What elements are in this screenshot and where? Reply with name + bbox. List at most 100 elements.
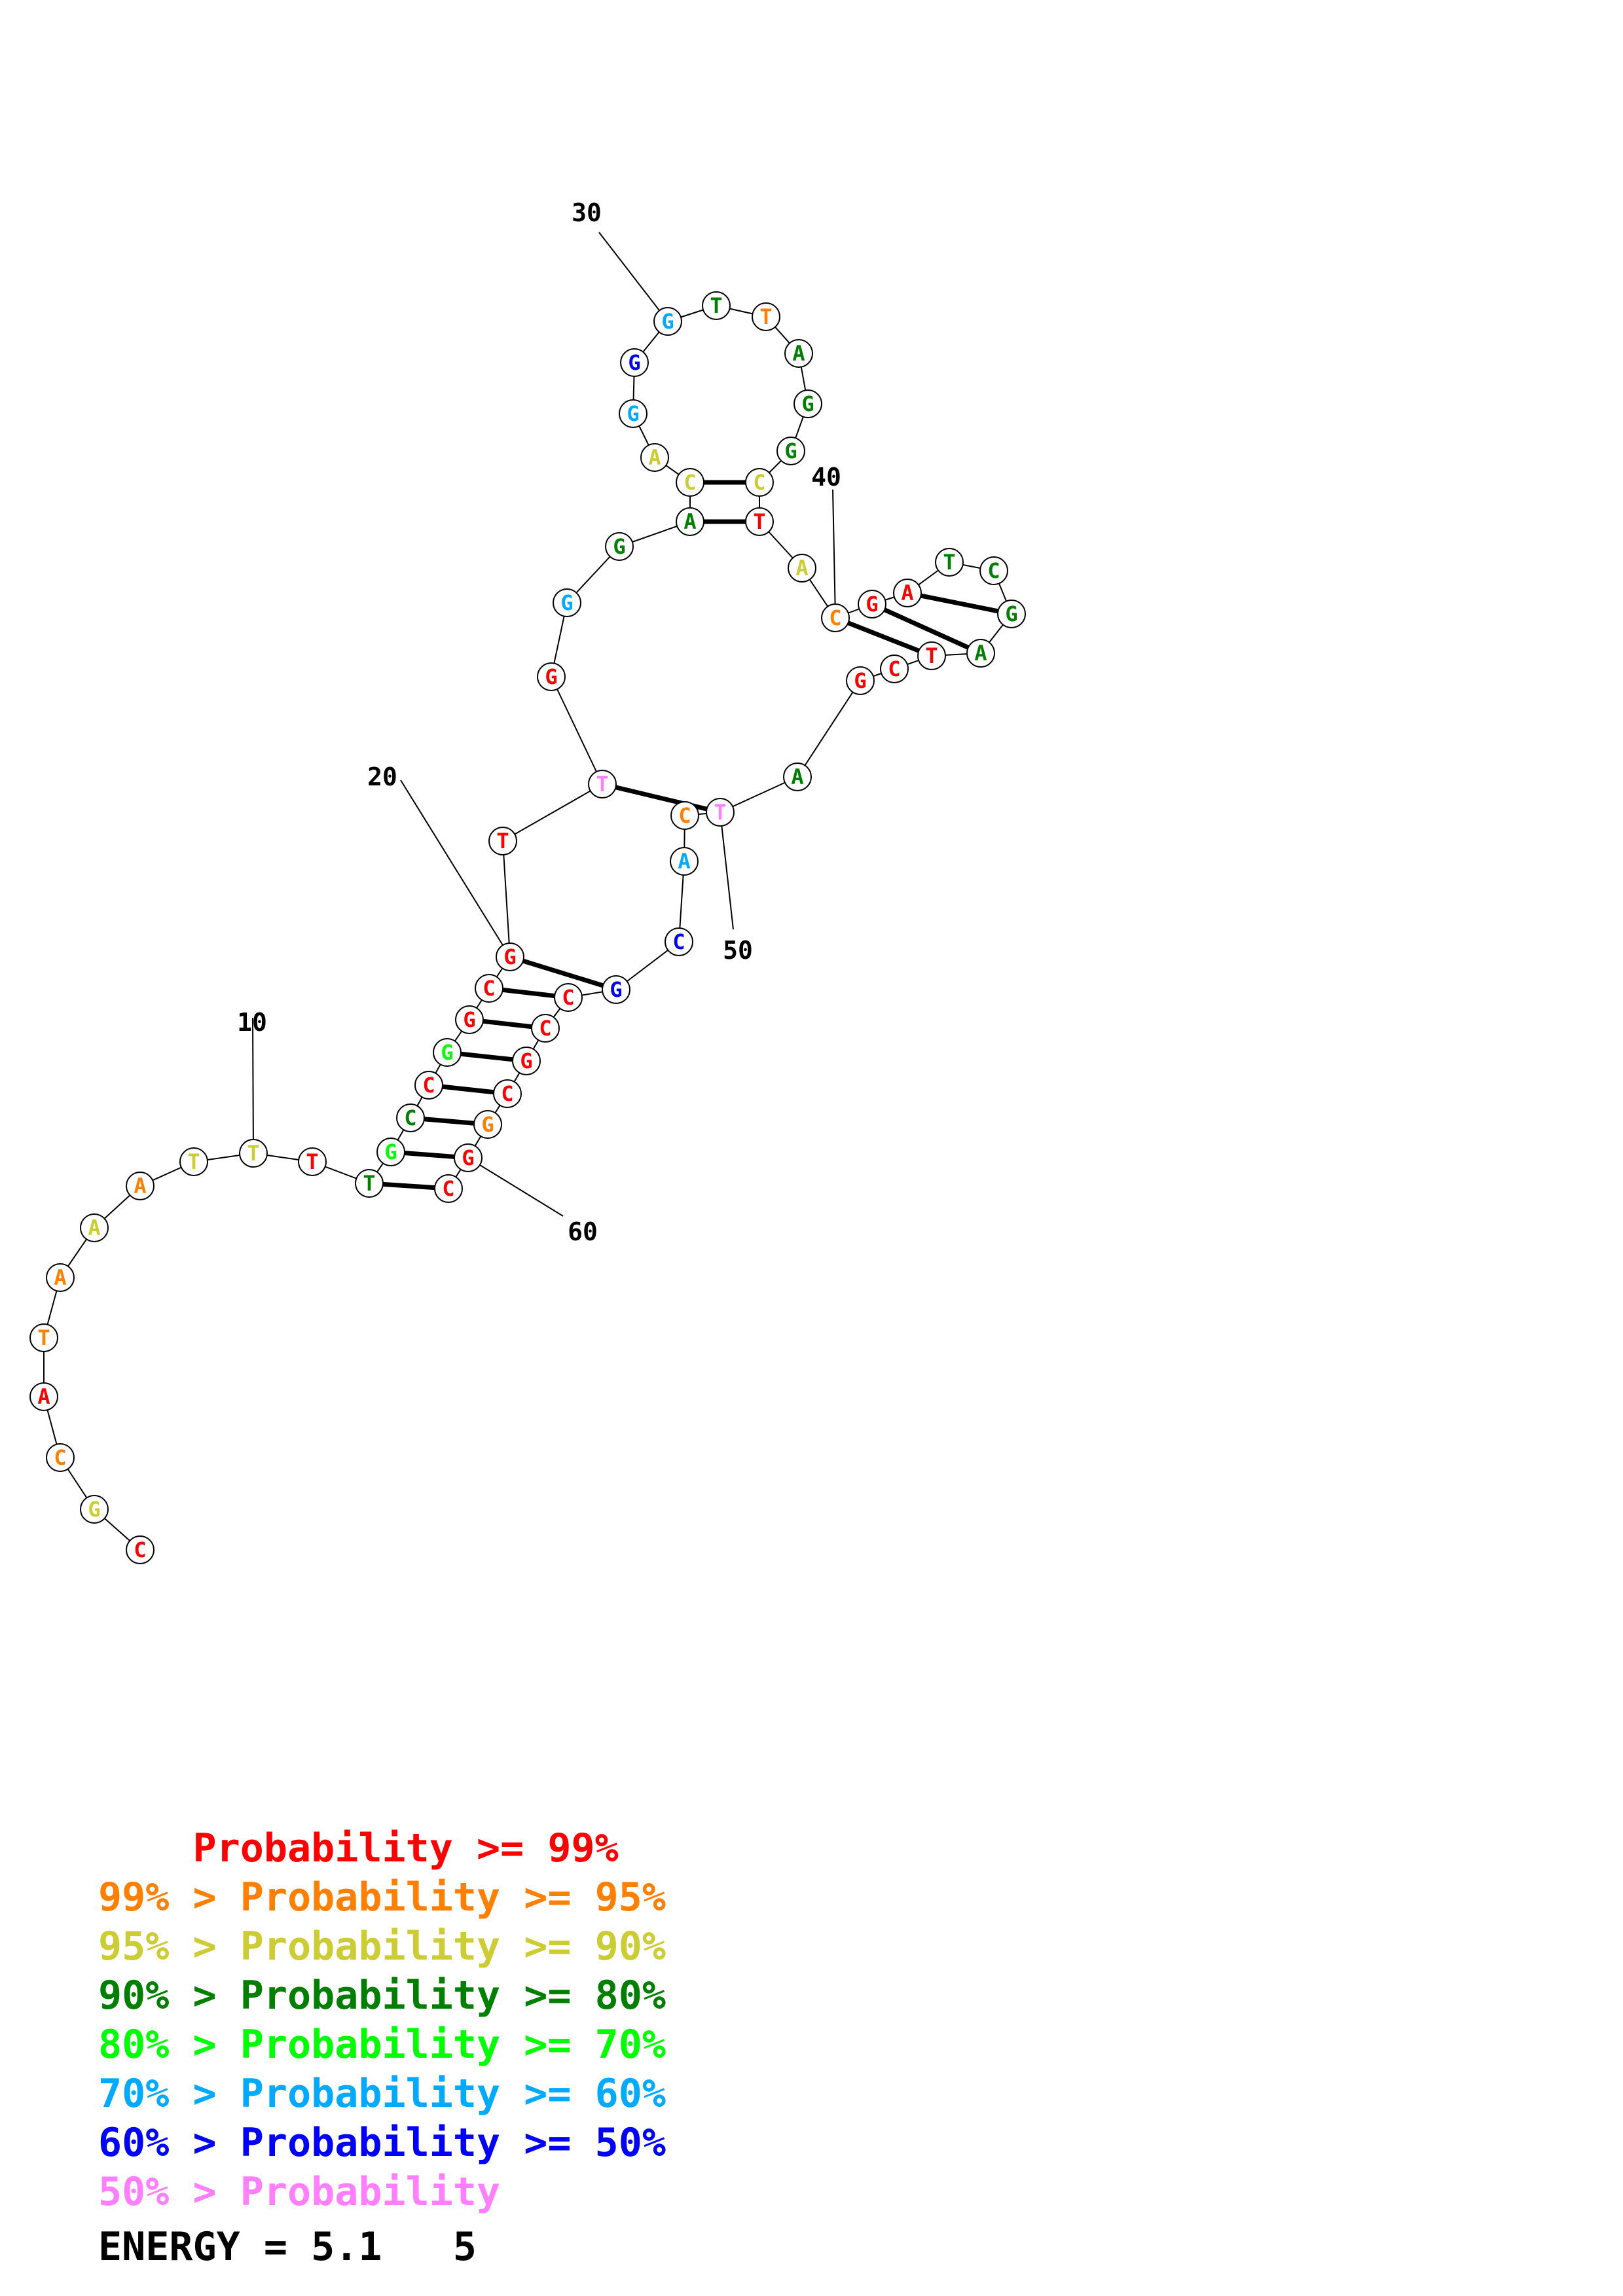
nucleotide-circle <box>46 1443 75 1472</box>
nucleotide-letter: C <box>539 1016 551 1041</box>
nucleotide-circle <box>653 307 682 336</box>
nucleotide-58: C <box>493 1079 522 1108</box>
nucleotide-circle <box>880 655 909 683</box>
nucleotide-29: G <box>620 348 649 377</box>
nucleotide-46: T <box>917 641 946 670</box>
legend-label: Probability >= 50% <box>240 2120 666 2166</box>
nucleotide-letter: C <box>888 656 900 681</box>
nucleotide-circle <box>46 1263 75 1292</box>
nucleotide-letter: C <box>422 1073 435 1098</box>
legend-label: Probability >= 60% <box>240 2071 666 2117</box>
position-tick-line <box>720 812 734 930</box>
nucleotide-letter: C <box>134 1537 146 1562</box>
nucleotide-15: C <box>414 1071 443 1100</box>
nucleotide-39: C <box>821 603 850 632</box>
nucleotide-circle <box>80 1213 109 1242</box>
nucleotide-circle <box>126 1172 155 1200</box>
legend-line-60: 70% > Probability >= 60% <box>98 2074 666 2113</box>
nucleotide-28: G <box>619 399 647 428</box>
backbone-segment <box>551 676 603 785</box>
nucleotide-letter: T <box>710 293 722 318</box>
nucleotide-54: G <box>602 975 630 1004</box>
nucleotide-circle <box>531 1014 560 1043</box>
nucleotide-circle <box>602 975 630 1004</box>
backbone-segment <box>502 783 603 842</box>
legend-label: Probability >= 70% <box>240 2022 666 2068</box>
nucleotide-circle <box>537 662 566 691</box>
nucleotide-circle <box>396 1103 425 1132</box>
nucleotide-10: T <box>239 1139 268 1168</box>
nucleotide-20: T <box>488 827 517 855</box>
nucleotide-letter: G <box>520 1049 532 1073</box>
nucleotide-letter: A <box>974 641 987 666</box>
nucleotide-37: T <box>745 507 774 536</box>
base-pair-line <box>907 590 1012 617</box>
legend-line-95: 99% > Probability >= 95% <box>98 1878 666 1917</box>
nucleotide-circle <box>620 348 649 377</box>
nucleotide-circle <box>917 641 946 670</box>
nucleotide-letter: G <box>481 1112 494 1137</box>
nucleotide-7: A <box>80 1213 109 1242</box>
position-tick-line <box>598 232 668 322</box>
base-pair-line <box>834 615 933 658</box>
nucleotide-16: G <box>433 1038 462 1067</box>
energy-label: ENERGY = 5.1 <box>98 2224 382 2270</box>
nucleotide-circle <box>179 1147 208 1176</box>
nucleotide-31: T <box>702 291 731 320</box>
nucleotide-letter: C <box>501 1081 513 1106</box>
nucleotide-circle <box>776 437 805 465</box>
nucleotide-13: G <box>376 1138 405 1166</box>
nucleotide-circle <box>355 1169 384 1198</box>
nucleotide-circle <box>670 801 699 830</box>
nucleotide-circle <box>239 1139 268 1168</box>
nucleotide-circle <box>821 603 850 632</box>
nucleotide-2: G <box>80 1495 109 1524</box>
legend-prefix: 60% > <box>98 2120 240 2166</box>
nucleotide-letter: G <box>545 664 557 689</box>
nucleotide-57: G <box>512 1047 541 1075</box>
nucleotide-letter: C <box>442 1176 454 1201</box>
nucleotide-letter: T <box>306 1149 318 1174</box>
nucleotide-circle <box>788 554 816 583</box>
nucleotide-letter: T <box>187 1149 200 1174</box>
nucleotide-letter: T <box>759 304 772 329</box>
nucleotide-letter: G <box>627 401 639 426</box>
nucleotide-19: G <box>496 942 524 971</box>
nucleotide-38: A <box>788 554 816 583</box>
legend-prefix: 90% > <box>98 1973 240 2018</box>
nucleotide-12: T <box>355 1169 384 1198</box>
nucleotide-letter: A <box>37 1384 50 1409</box>
legend-line-70: 80% > Probability >= 70% <box>98 2025 666 2064</box>
nucleotide-circle <box>665 927 693 956</box>
legend-line-50: 60% > Probability >= 50% <box>98 2123 666 2162</box>
nucleotide-letter: G <box>613 534 625 559</box>
legend-label: Probability >= 95% <box>240 1874 666 1920</box>
nucleotide-letter: T <box>753 509 765 534</box>
position-ticks: 10 20 30 40 50 60 <box>237 198 841 1246</box>
nucleotide-letter: T <box>247 1141 259 1166</box>
nucleotide-letter: C <box>54 1445 66 1470</box>
energy-value: 5 <box>452 2224 477 2270</box>
nucleotide-letter: C <box>753 470 765 495</box>
nucleotide-letter: G <box>661 309 674 334</box>
backbone-lines <box>43 305 1012 1551</box>
nucleotide-circle <box>126 1535 155 1564</box>
nucleotide-circle <box>475 974 503 1003</box>
nucleotide-32: T <box>752 302 780 331</box>
nucleotide-letter: C <box>562 985 574 1010</box>
nucleotide-6: A <box>46 1263 75 1292</box>
nucleotide-circle <box>455 1005 484 1034</box>
nucleotide-circle <box>676 507 704 536</box>
nucleotide-33: A <box>784 339 813 368</box>
nucleotide-letter: G <box>866 592 878 617</box>
nucleotide-circle <box>376 1138 405 1166</box>
nucleotide-45: A <box>966 639 995 668</box>
nucleotide-letter: G <box>384 1139 397 1164</box>
nucleotide-letter: A <box>54 1265 66 1290</box>
nucleotide-circle <box>793 389 822 418</box>
nucleotide-22: G <box>537 662 566 691</box>
legend-prefix: 50% > <box>98 2169 240 2215</box>
nucleotide-letter: T <box>943 550 955 575</box>
nucleotide-25: A <box>676 507 704 536</box>
nucleotide-43: C <box>979 556 1008 585</box>
